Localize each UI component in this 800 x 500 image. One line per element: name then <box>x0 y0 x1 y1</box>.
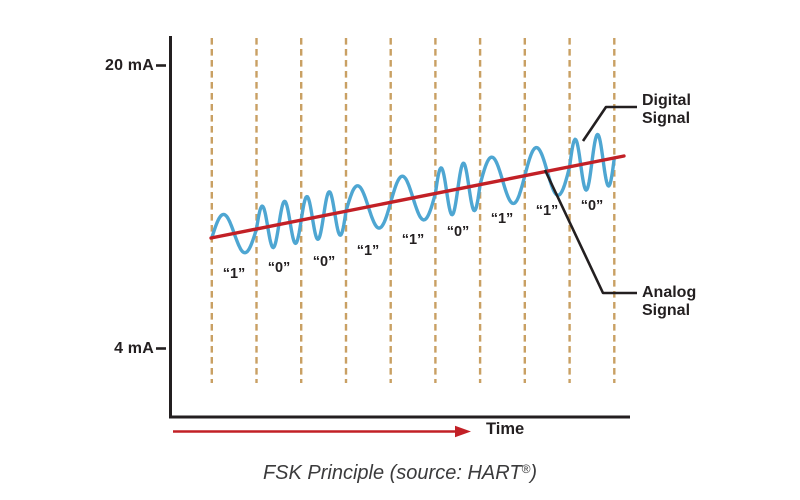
time-arrow-head <box>455 425 471 438</box>
analog-signal-label: Analog Signal <box>642 284 697 319</box>
caption-text: FSK Principle (source: HART <box>262 462 522 484</box>
time-axis-label: Time <box>486 420 525 438</box>
figure-caption: FSK Principle (source: HART®) <box>0 457 800 485</box>
bit-label: “1” <box>401 232 425 248</box>
bit-label: “0” <box>312 254 336 270</box>
bit-label: “1” <box>535 203 559 219</box>
analog-signal-line <box>209 154 626 240</box>
registered-trademark-symbol: ® <box>521 462 531 476</box>
bit-label: “1” <box>490 211 514 227</box>
bit-label: “1” <box>222 266 246 282</box>
bit-label: “1” <box>356 243 380 259</box>
bit-label: “0” <box>580 198 604 214</box>
caption-close: ) <box>530 462 538 484</box>
bit-boundary-gridlines <box>210 38 616 383</box>
bit-label: “0” <box>446 224 470 240</box>
bit-label: “0” <box>267 260 291 276</box>
analog-signal-callout-line <box>543 169 637 295</box>
digital-signal-callout-line <box>581 105 637 142</box>
y-axis-label-20ma: 20 mA <box>104 57 154 74</box>
digital-signal-label: Digital Signal <box>642 92 691 127</box>
y-axis-label-4ma: 4 mA <box>114 340 154 357</box>
